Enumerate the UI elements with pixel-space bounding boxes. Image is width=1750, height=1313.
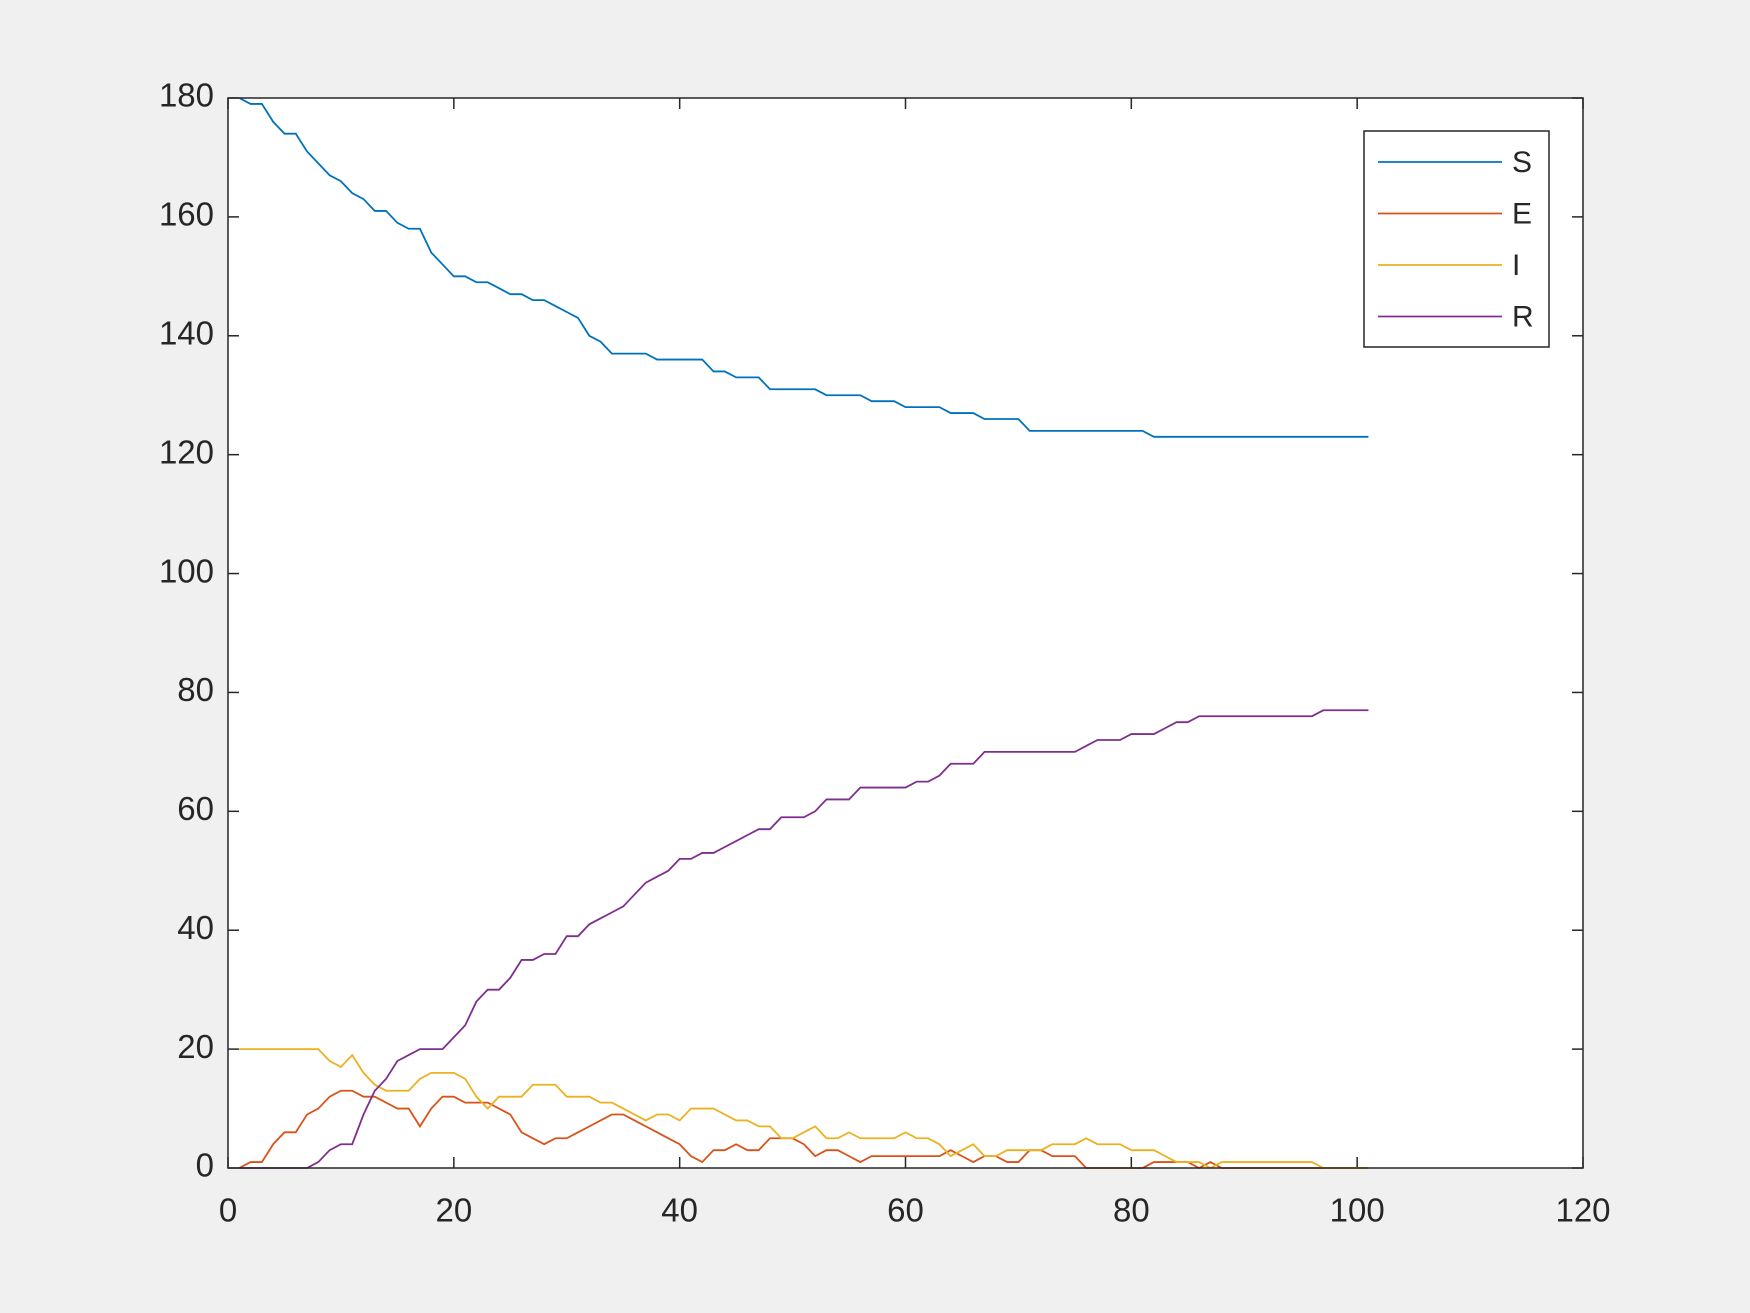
y-tick-label: 140 xyxy=(159,314,214,351)
y-tick-label: 40 xyxy=(177,909,214,946)
y-tick-label: 80 xyxy=(177,671,214,708)
x-tick-label: 20 xyxy=(435,1192,472,1229)
x-tick-label: 60 xyxy=(887,1192,924,1229)
y-tick-label: 20 xyxy=(177,1028,214,1065)
x-tick-label: 100 xyxy=(1330,1192,1385,1229)
series-line xyxy=(239,709,1369,1169)
y-tick-label: 100 xyxy=(159,552,214,589)
axes-box xyxy=(227,97,1584,1169)
legend-label: E xyxy=(1512,197,1532,230)
series-line xyxy=(239,1048,1369,1170)
x-tick-label: 120 xyxy=(1555,1192,1610,1229)
legend-label: R xyxy=(1512,300,1534,333)
x-tick-label: 40 xyxy=(661,1192,698,1229)
series-line xyxy=(238,97,1369,438)
legend-box xyxy=(1363,130,1550,348)
x-tick-label: 80 xyxy=(1113,1192,1150,1229)
y-tick-label: 180 xyxy=(159,77,214,114)
y-tick-label: 160 xyxy=(159,196,214,233)
y-tick-label: 0 xyxy=(196,1147,214,1184)
legend-label: I xyxy=(1512,249,1520,282)
x-tick-label: 0 xyxy=(219,1192,237,1229)
legend-label: S xyxy=(1512,146,1532,179)
y-tick-label: 60 xyxy=(177,790,214,827)
y-tick-label: 120 xyxy=(159,433,214,470)
